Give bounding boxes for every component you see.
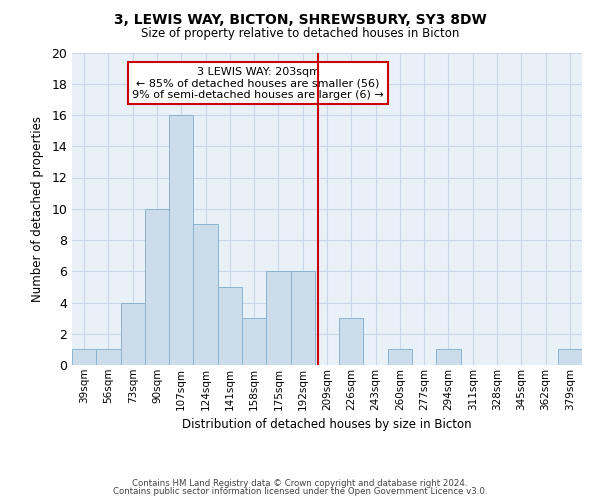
Bar bbox=[290, 271, 315, 365]
Bar bbox=[339, 318, 364, 365]
Text: Contains HM Land Registry data © Crown copyright and database right 2024.: Contains HM Land Registry data © Crown c… bbox=[132, 478, 468, 488]
Bar bbox=[242, 318, 266, 365]
Bar bbox=[266, 271, 290, 365]
Bar bbox=[145, 209, 169, 365]
Bar bbox=[193, 224, 218, 365]
Bar bbox=[436, 350, 461, 365]
Text: 3 LEWIS WAY: 203sqm
← 85% of detached houses are smaller (56)
9% of semi-detache: 3 LEWIS WAY: 203sqm ← 85% of detached ho… bbox=[132, 66, 384, 100]
Text: Size of property relative to detached houses in Bicton: Size of property relative to detached ho… bbox=[141, 28, 459, 40]
X-axis label: Distribution of detached houses by size in Bicton: Distribution of detached houses by size … bbox=[182, 418, 472, 431]
Bar bbox=[218, 287, 242, 365]
Bar bbox=[72, 350, 96, 365]
Bar bbox=[558, 350, 582, 365]
Y-axis label: Number of detached properties: Number of detached properties bbox=[31, 116, 44, 302]
Bar bbox=[96, 350, 121, 365]
Text: Contains public sector information licensed under the Open Government Licence v3: Contains public sector information licen… bbox=[113, 487, 487, 496]
Bar bbox=[169, 115, 193, 365]
Bar bbox=[121, 302, 145, 365]
Text: 3, LEWIS WAY, BICTON, SHREWSBURY, SY3 8DW: 3, LEWIS WAY, BICTON, SHREWSBURY, SY3 8D… bbox=[113, 12, 487, 26]
Bar bbox=[388, 350, 412, 365]
